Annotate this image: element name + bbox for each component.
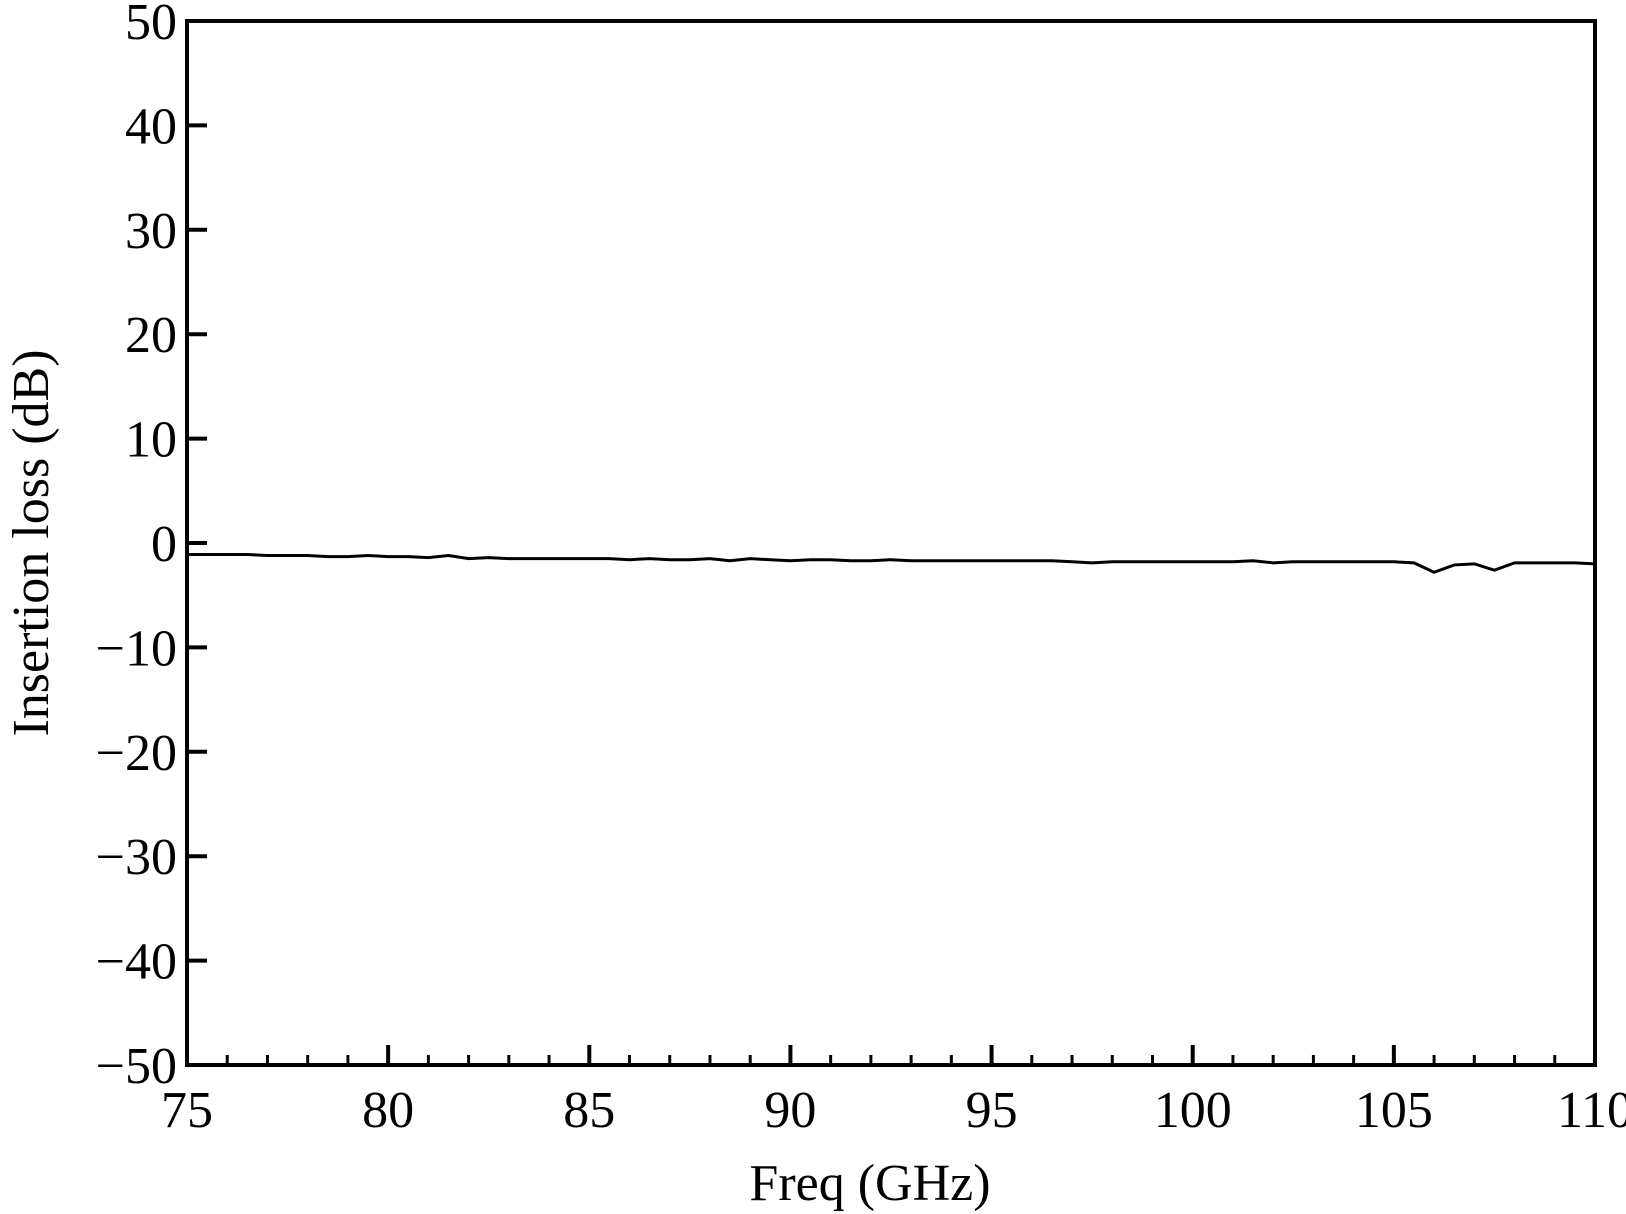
x-tick-label: 85 xyxy=(563,1082,615,1139)
y-tick-label: 0 xyxy=(151,516,177,573)
y-tick-label: 40 xyxy=(125,98,177,155)
y-tick-label: −40 xyxy=(96,934,177,991)
y-tick-label: 20 xyxy=(125,307,177,364)
y-tick-label: 10 xyxy=(125,412,177,469)
x-tick-label: 80 xyxy=(362,1082,414,1139)
x-axis-label: Freq (GHz) xyxy=(749,1155,990,1212)
x-tick-label: 105 xyxy=(1355,1082,1433,1139)
x-tick-label: 90 xyxy=(764,1082,816,1139)
data-line xyxy=(187,552,1596,574)
y-tick-label: −50 xyxy=(96,1038,177,1095)
x-tick-label: 110 xyxy=(1557,1082,1626,1139)
y-tick-label: 50 xyxy=(125,0,177,51)
plot-frame xyxy=(185,19,1597,1067)
x-tick-label: 100 xyxy=(1154,1082,1232,1139)
y-tick-label: 30 xyxy=(125,203,177,260)
y-tick-label: −20 xyxy=(96,725,177,782)
y-tick-label: −10 xyxy=(96,620,177,677)
x-tick-label: 75 xyxy=(161,1082,213,1139)
x-tick-label: 95 xyxy=(966,1082,1018,1139)
y-tick-label: −30 xyxy=(96,829,177,886)
y-axis-label: Insertion loss (dB) xyxy=(3,349,60,736)
